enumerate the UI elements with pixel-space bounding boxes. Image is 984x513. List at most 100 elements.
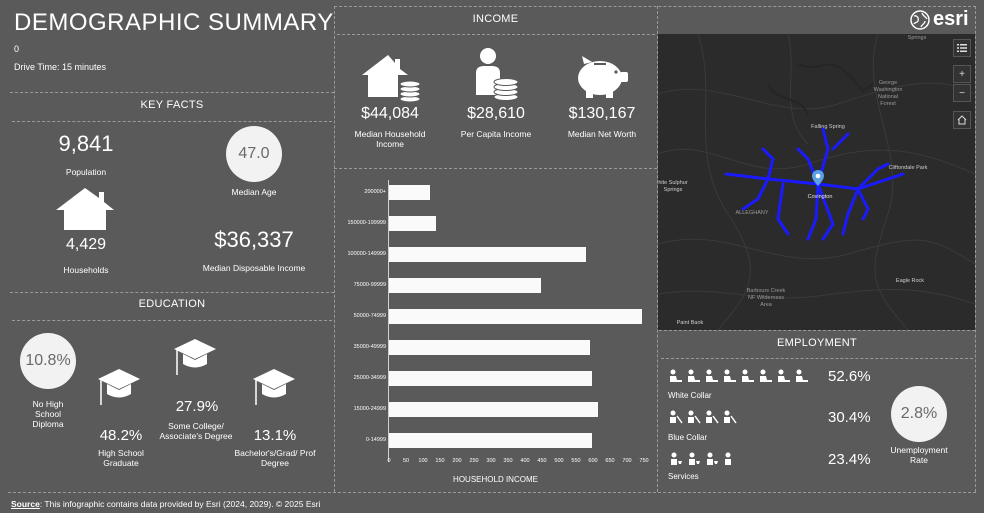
home-button[interactable] xyxy=(953,111,971,129)
source-link[interactable]: Source xyxy=(11,499,40,509)
x-tick-label: 0 xyxy=(387,458,391,464)
worker-desk-icon xyxy=(706,369,718,382)
house-money-icon xyxy=(362,55,421,103)
income-bar xyxy=(389,433,593,448)
worker-desk-icon xyxy=(688,369,700,382)
median-age-circle: 47.0 xyxy=(226,126,282,182)
map-label-springs: Springs xyxy=(907,35,927,41)
bar-category-label: 75000-99999 xyxy=(353,282,386,288)
no-hs-label: No High School Diploma xyxy=(32,399,64,429)
income-bar xyxy=(389,247,586,262)
zoom-out-button[interactable]: − xyxy=(953,84,971,102)
households-value: 4,429 xyxy=(65,236,107,253)
services-icons xyxy=(668,452,740,472)
x-tick-label: 750 xyxy=(639,458,649,464)
x-tick-label: 500 xyxy=(554,458,564,464)
net-worth-label: Median Net Worth xyxy=(567,129,637,139)
page-title: DEMOGRAPHIC SUMMARY xyxy=(14,9,334,36)
x-tick-label: 400 xyxy=(520,458,530,464)
income-heading: INCOME xyxy=(472,13,519,25)
population-label: Population xyxy=(65,167,107,177)
subtitle-value: 0 xyxy=(14,44,20,54)
worker-desk-icon xyxy=(760,369,772,382)
x-tick-label: 350 xyxy=(503,458,513,464)
income-bar xyxy=(389,216,436,231)
median-age-value: 47.0 xyxy=(238,145,270,162)
chart-title: HOUSEHOLD INCOME xyxy=(453,475,538,484)
bar-category-label: 50000-74999 xyxy=(353,313,386,319)
some-college-value: 27.9% xyxy=(175,398,219,415)
x-tick-label: 250 xyxy=(469,458,479,464)
x-tick-label: 300 xyxy=(486,458,496,464)
household-income-chart: 200000+ 150000-199999 100000-149999 75000-9… xyxy=(334,170,657,470)
graduation-cap-icon xyxy=(174,339,216,375)
home-icon xyxy=(957,115,967,125)
x-tick-label: 600 xyxy=(588,458,598,464)
worker-desk-icon xyxy=(796,369,808,382)
bar-category-label: 35000-49999 xyxy=(353,344,386,350)
x-tick-label: 150 xyxy=(435,458,445,464)
net-worth-value: $130,167 xyxy=(568,105,636,122)
employment-heading: EMPLOYMENT xyxy=(776,337,857,349)
zoom-in-button[interactable]: + xyxy=(953,65,971,83)
worker-desk-icon xyxy=(724,369,736,382)
list-icon xyxy=(957,44,967,52)
key-facts-heading: KEY FACTS xyxy=(140,99,204,111)
person-coins-icon xyxy=(476,48,519,101)
worker-tool-icon xyxy=(724,410,737,424)
worker-desk-icon xyxy=(670,369,682,382)
source-text: : This infographic contains data provide… xyxy=(39,499,321,509)
white-collar-value: 52.6% xyxy=(828,368,871,385)
worker-tool-icon xyxy=(688,410,701,424)
map-label-george-washington: George Washington National Forest xyxy=(873,80,903,107)
map-label-alleghany: ALLEGHANY xyxy=(735,210,769,216)
bar-category-label: 200000+ xyxy=(364,189,386,195)
esri-logo: esri xyxy=(933,8,969,30)
blue-collar-icons xyxy=(668,410,740,430)
per-capita-income-value: $28,610 xyxy=(467,105,525,122)
map-label-falling-spring: Falling Spring xyxy=(811,124,845,130)
worker-tool-icon xyxy=(670,410,683,424)
median-household-income-value: $44,084 xyxy=(361,105,419,122)
worker-desk-icon xyxy=(742,369,754,382)
bachelors-value: 13.1% xyxy=(253,427,297,444)
services-label: Services xyxy=(668,472,699,481)
income-bar xyxy=(389,309,643,324)
no-hs-circle: 10.8% xyxy=(20,333,76,389)
median-household-income-label: Median Household Income xyxy=(354,129,426,149)
x-tick-label: 550 xyxy=(571,458,581,464)
location-pin-icon[interactable] xyxy=(812,170,824,186)
worker-service-icon xyxy=(725,452,731,465)
services-value: 23.4% xyxy=(828,451,871,468)
white-collar-label: White Collar xyxy=(668,391,712,400)
map-terrain xyxy=(658,34,975,330)
map-label-white-sulphur: hite Sulphur Springs xyxy=(658,180,688,193)
worker-service-icon xyxy=(671,452,682,465)
bar-category-label: 25000-34999 xyxy=(353,375,386,381)
x-tick-label: 700 xyxy=(622,458,632,464)
per-capita-income-label: Per Capita Income xyxy=(460,129,532,139)
drive-time: Drive Time: 15 minutes xyxy=(14,62,107,72)
income-bar xyxy=(389,278,542,293)
disposable-income-label: Median Disposable Income xyxy=(202,263,306,273)
income-bar xyxy=(389,185,430,200)
population-value: 9,841 xyxy=(58,131,114,156)
source-note: Source: This infographic contains data p… xyxy=(11,499,320,509)
blue-collar-label: Blue Collar xyxy=(668,433,708,442)
households-label: Households xyxy=(63,265,109,275)
map-view[interactable]: Springs George Washington National Fores… xyxy=(658,34,975,330)
worker-service-icon xyxy=(689,452,700,465)
hs-label: High School Graduate xyxy=(98,448,144,468)
income-bar xyxy=(389,340,590,355)
worker-desk-icon xyxy=(778,369,790,382)
graduation-cap-icon xyxy=(253,369,295,405)
piggy-bank-icon xyxy=(578,56,628,98)
white-collar-icons xyxy=(668,369,812,389)
unemployment-circle: 2.8% xyxy=(891,386,947,442)
x-tick-label: 450 xyxy=(537,458,547,464)
education-heading: EDUCATION xyxy=(138,298,206,310)
worker-tool-icon xyxy=(706,410,719,424)
bachelors-label: Bachelor's/Grad/ Prof Degree xyxy=(234,448,316,468)
unemployment-label: Unemployment Rate xyxy=(890,445,948,465)
legend-button[interactable] xyxy=(953,39,971,57)
